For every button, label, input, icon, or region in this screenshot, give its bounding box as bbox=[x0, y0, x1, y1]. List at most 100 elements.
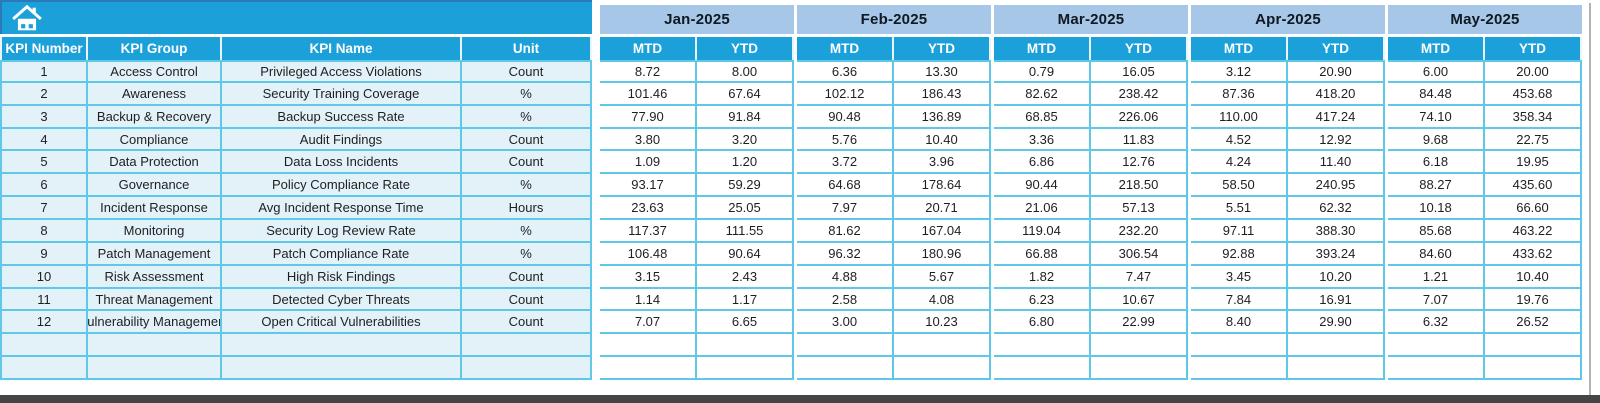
cell-kpi-number[interactable]: 11 bbox=[0, 288, 88, 312]
cell-kpi-name[interactable]: Detected Cyber Threats bbox=[222, 288, 462, 312]
cell-mar-2025-ytd[interactable] bbox=[1091, 334, 1188, 358]
cell-feb-2025-mtd[interactable]: 102.12 bbox=[797, 82, 894, 106]
cell-kpi-name[interactable]: High Risk Findings bbox=[222, 265, 462, 289]
cell-apr-2025-ytd[interactable]: 417.24 bbox=[1288, 105, 1385, 129]
cell-jan-2025-mtd[interactable] bbox=[600, 334, 697, 358]
cell-apr-2025-ytd[interactable]: 62.32 bbox=[1288, 197, 1385, 221]
cell-mar-2025-ytd[interactable]: 226.06 bbox=[1091, 105, 1188, 129]
cell-jan-2025-mtd[interactable]: 106.48 bbox=[600, 242, 697, 266]
cell-feb-2025-mtd[interactable]: 7.97 bbox=[797, 197, 894, 221]
cell-kpi-group[interactable]: Awareness bbox=[88, 82, 222, 106]
cell-may-2025-mtd[interactable] bbox=[1388, 357, 1485, 381]
cell-feb-2025-ytd[interactable]: 13.30 bbox=[894, 60, 991, 83]
cell-feb-2025-mtd[interactable]: 64.68 bbox=[797, 174, 894, 198]
cell-may-2025-mtd[interactable] bbox=[1388, 334, 1485, 358]
cell-feb-2025-ytd[interactable]: 5.67 bbox=[894, 265, 991, 289]
cell-mar-2025-mtd[interactable] bbox=[994, 357, 1091, 381]
cell-jan-2025-mtd[interactable]: 3.15 bbox=[600, 265, 697, 289]
cell-feb-2025-ytd[interactable]: 167.04 bbox=[894, 220, 991, 243]
cell-may-2025-ytd[interactable] bbox=[1485, 334, 1582, 358]
cell-jan-2025-ytd[interactable]: 3.20 bbox=[697, 128, 794, 152]
cell-apr-2025-mtd[interactable]: 4.24 bbox=[1191, 151, 1288, 175]
cell-jan-2025-mtd[interactable]: 93.17 bbox=[600, 174, 697, 198]
cell-jan-2025-ytd[interactable]: 25.05 bbox=[697, 197, 794, 221]
cell-mar-2025-mtd[interactable]: 119.04 bbox=[994, 220, 1091, 243]
cell-may-2025-ytd[interactable]: 10.40 bbox=[1485, 265, 1582, 289]
cell-mar-2025-mtd[interactable]: 68.85 bbox=[994, 105, 1091, 129]
cell-mar-2025-ytd[interactable]: 238.42 bbox=[1091, 82, 1188, 106]
cell-may-2025-ytd[interactable]: 26.52 bbox=[1485, 311, 1582, 335]
cell-may-2025-mtd[interactable]: 1.21 bbox=[1388, 265, 1485, 289]
cell-apr-2025-mtd[interactable]: 110.00 bbox=[1191, 105, 1288, 129]
cell-kpi-name[interactable]: Patch Compliance Rate bbox=[222, 242, 462, 266]
cell-kpi-name[interactable]: Audit Findings bbox=[222, 128, 462, 152]
cell-kpi-group[interactable]: Threat Management bbox=[88, 288, 222, 312]
cell-kpi-name[interactable]: Security Log Review Rate bbox=[222, 220, 462, 243]
cell-jan-2025-mtd[interactable]: 7.07 bbox=[600, 311, 697, 335]
cell-jan-2025-ytd[interactable]: 2.43 bbox=[697, 265, 794, 289]
cell-jan-2025-mtd[interactable] bbox=[600, 357, 697, 381]
cell-apr-2025-mtd[interactable]: 97.11 bbox=[1191, 220, 1288, 243]
cell-mar-2025-ytd[interactable]: 12.76 bbox=[1091, 151, 1188, 175]
cell-kpi-name[interactable]: Policy Compliance Rate bbox=[222, 174, 462, 198]
cell-may-2025-ytd[interactable]: 463.22 bbox=[1485, 220, 1582, 243]
cell-kpi-name[interactable]: Avg Incident Response Time bbox=[222, 197, 462, 221]
cell-feb-2025-mtd[interactable]: 90.48 bbox=[797, 105, 894, 129]
cell-kpi-number[interactable]: 9 bbox=[0, 242, 88, 266]
cell-feb-2025-ytd[interactable]: 10.23 bbox=[894, 311, 991, 335]
cell-apr-2025-mtd[interactable]: 4.52 bbox=[1191, 128, 1288, 152]
cell-may-2025-mtd[interactable]: 74.10 bbox=[1388, 105, 1485, 129]
cell-apr-2025-mtd[interactable]: 3.12 bbox=[1191, 60, 1288, 83]
cell-may-2025-mtd[interactable]: 6.32 bbox=[1388, 311, 1485, 335]
cell-kpi-unit[interactable]: Count bbox=[462, 311, 592, 335]
cell-jan-2025-ytd[interactable]: 1.17 bbox=[697, 288, 794, 312]
cell-mar-2025-mtd[interactable]: 3.36 bbox=[994, 128, 1091, 152]
cell-feb-2025-mtd[interactable]: 4.88 bbox=[797, 265, 894, 289]
cell-apr-2025-ytd[interactable] bbox=[1288, 357, 1385, 381]
cell-feb-2025-ytd[interactable]: 3.96 bbox=[894, 151, 991, 175]
cell-kpi-group[interactable]: Backup & Recovery bbox=[88, 105, 222, 129]
cell-jan-2025-ytd[interactable]: 67.64 bbox=[697, 82, 794, 106]
cell-jan-2025-ytd[interactable]: 59.29 bbox=[697, 174, 794, 198]
cell-feb-2025-ytd[interactable]: 180.96 bbox=[894, 242, 991, 266]
cell-kpi-group[interactable]: Access Control bbox=[88, 60, 222, 83]
cell-jan-2025-ytd[interactable] bbox=[697, 357, 794, 381]
cell-may-2025-mtd[interactable]: 88.27 bbox=[1388, 174, 1485, 198]
cell-kpi-name[interactable]: Privileged Access Violations bbox=[222, 60, 462, 83]
cell-kpi-number[interactable]: 2 bbox=[0, 82, 88, 106]
cell-mar-2025-ytd[interactable]: 306.54 bbox=[1091, 242, 1188, 266]
cell-jan-2025-ytd[interactable] bbox=[697, 334, 794, 358]
cell-feb-2025-ytd[interactable] bbox=[894, 357, 991, 381]
cell-may-2025-mtd[interactable]: 6.18 bbox=[1388, 151, 1485, 175]
cell-mar-2025-mtd[interactable]: 6.86 bbox=[994, 151, 1091, 175]
cell-mar-2025-mtd[interactable]: 6.80 bbox=[994, 311, 1091, 335]
cell-kpi-number[interactable]: 7 bbox=[0, 197, 88, 221]
cell-jan-2025-ytd[interactable]: 90.64 bbox=[697, 242, 794, 266]
cell-kpi-unit[interactable]: % bbox=[462, 242, 592, 266]
home-icon[interactable] bbox=[12, 4, 42, 32]
cell-kpi-unit[interactable]: % bbox=[462, 82, 592, 106]
cell-may-2025-mtd[interactable]: 7.07 bbox=[1388, 288, 1485, 312]
cell-may-2025-mtd[interactable]: 84.60 bbox=[1388, 242, 1485, 266]
cell-may-2025-mtd[interactable]: 9.68 bbox=[1388, 128, 1485, 152]
cell-may-2025-ytd[interactable] bbox=[1485, 357, 1582, 381]
cell-jan-2025-ytd[interactable]: 111.55 bbox=[697, 220, 794, 243]
cell-kpi-number[interactable] bbox=[0, 334, 88, 358]
cell-mar-2025-mtd[interactable]: 21.06 bbox=[994, 197, 1091, 221]
cell-kpi-group[interactable]: Governance bbox=[88, 174, 222, 198]
cell-mar-2025-ytd[interactable]: 11.83 bbox=[1091, 128, 1188, 152]
cell-kpi-number[interactable]: 5 bbox=[0, 151, 88, 175]
cell-kpi-unit[interactable] bbox=[462, 334, 592, 358]
cell-jan-2025-mtd[interactable]: 117.37 bbox=[600, 220, 697, 243]
cell-feb-2025-ytd[interactable]: 10.40 bbox=[894, 128, 991, 152]
cell-jan-2025-ytd[interactable]: 1.20 bbox=[697, 151, 794, 175]
cell-mar-2025-ytd[interactable]: 22.99 bbox=[1091, 311, 1188, 335]
cell-jan-2025-mtd[interactable]: 1.14 bbox=[600, 288, 697, 312]
cell-feb-2025-mtd[interactable]: 81.62 bbox=[797, 220, 894, 243]
bottom-scrollbar-track[interactable] bbox=[0, 395, 1600, 403]
cell-may-2025-ytd[interactable]: 433.62 bbox=[1485, 242, 1582, 266]
cell-apr-2025-mtd[interactable] bbox=[1191, 334, 1288, 358]
cell-mar-2025-mtd[interactable] bbox=[994, 334, 1091, 358]
cell-apr-2025-ytd[interactable]: 16.91 bbox=[1288, 288, 1385, 312]
cell-jan-2025-ytd[interactable]: 6.65 bbox=[697, 311, 794, 335]
